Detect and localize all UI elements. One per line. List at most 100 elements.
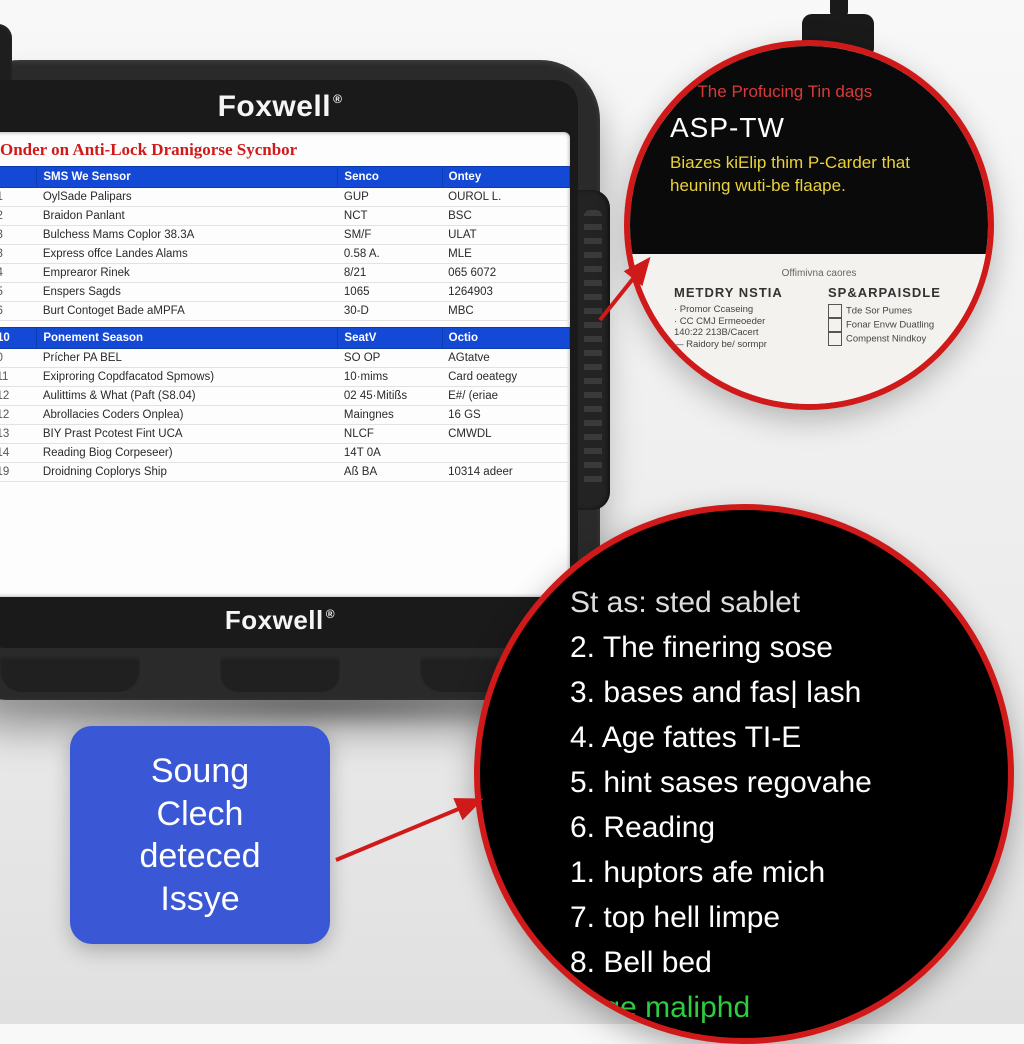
cb-list-item: 8. Bell bed: [570, 940, 978, 985]
callout-top-col-right: SP&ARPAISDLE Tde Sor PumesFonar Envw Dua…: [828, 285, 964, 352]
table-cell: Express offce Landes Alams: [37, 245, 338, 264]
table-cell: Bulchess Mams Coplor 38.3A: [37, 226, 338, 245]
table-cell: 4: [0, 264, 37, 283]
table-cell: Maingnes: [338, 406, 442, 425]
table-cell: 6: [0, 302, 37, 321]
device-grip: [576, 190, 610, 510]
table-header: SMS We Sensor: [37, 167, 338, 188]
table-row[interactable]: 13BIY Prast Pcotest Fint UCANLCFCMWDL: [0, 425, 570, 444]
table-header: Octio: [442, 328, 569, 349]
callout-top-circle: → The Profucing Tin dags ASP-TW Biazes k…: [624, 40, 994, 410]
bluebox-l3: deteced: [106, 835, 294, 878]
col-left-body: · Promor Ccaseing· CC CMJ Ermeoeder140:2…: [674, 304, 810, 352]
table-row[interactable]: 11Exiproring Copdfacatod Spmows)10·mimsC…: [0, 368, 570, 387]
table-cell: SO OP: [338, 349, 442, 368]
table-row[interactable]: 1OylSade PaliparsGUPOUROL L.: [0, 188, 570, 207]
device-feet: [0, 656, 560, 692]
table-row[interactable]: 4Emprearor Rinek8/21065 6072: [0, 264, 570, 283]
table-cell: SM/F: [338, 226, 442, 245]
brand-name-bottom: Foxwell: [225, 605, 324, 636]
table-cell: OylSade Palipars: [37, 188, 338, 207]
table-cell: BIY Prast Pcotest Fint UCA: [37, 425, 338, 444]
table-cell: Emprearor Rinek: [37, 264, 338, 283]
table-cell: E#/ (eriae: [442, 387, 569, 406]
table-cell: Exiproring Copdfacatod Spmows): [37, 368, 338, 387]
table-cell: 12: [0, 387, 37, 406]
screen-title: Onder on Anti-Lock Dranigorse Sycnbor: [0, 132, 570, 166]
table-row[interactable]: 19Droidning Coplorys ShipAß BA10314 adee…: [0, 463, 570, 482]
table-cell: 0.58 A.: [338, 245, 442, 264]
table-row[interactable]: 2Braidon PanlantNCTBSC: [0, 207, 570, 226]
table-cell: MLE: [442, 245, 569, 264]
table-header: 10: [0, 328, 37, 349]
callout-top-line1-text: The Profucing Tin dags: [697, 82, 872, 101]
callout-bottom-list: St as: sted sablet 2. The finering sose3…: [570, 580, 978, 1030]
brand-logo-top: Foxwell ®: [218, 86, 343, 132]
device-bezel: Foxwell ® Onder on Anti-Lock Dranigorse …: [0, 80, 578, 648]
table-cell: 0: [0, 349, 37, 368]
table-cell: NLCF: [338, 425, 442, 444]
table-cell: CMWDL: [442, 425, 569, 444]
table-cell: 19: [0, 463, 37, 482]
table-header: SeatV: [338, 328, 442, 349]
table-cell: 12: [0, 406, 37, 425]
table-row[interactable]: 5Enspers Sagds10651264903: [0, 283, 570, 302]
table-cell: 3: [0, 245, 37, 264]
table-row[interactable]: 3Express offce Landes Alams0.58 A.MLE: [0, 245, 570, 264]
table-cell: 16 GS: [442, 406, 569, 425]
table-cell: ULAT: [442, 226, 569, 245]
table-cell: Braidon Panlant: [37, 207, 338, 226]
table-cell: Card oeategy: [442, 368, 569, 387]
callout-bottom-circle: St as: sted sablet 2. The finering sose3…: [474, 504, 1014, 1044]
table-cell: 1065: [338, 283, 442, 302]
table-cell: 5: [0, 283, 37, 302]
diagnostic-table-1: SMS We SensorSencoOntey 1OylSade Palipar…: [0, 166, 570, 321]
table-header: Ontey: [442, 167, 569, 188]
table-cell: 065 6072: [442, 264, 569, 283]
col-right-title: SP&ARPAISDLE: [828, 285, 964, 300]
callout-top-col-left: METDRY NSTIA · Promor Ccaseing· CC CMJ E…: [674, 285, 810, 352]
table-cell: Abrollacies Coders Onplea): [37, 406, 338, 425]
table-header: Senco: [338, 167, 442, 188]
table-cell: 13: [0, 425, 37, 444]
table-cell: 30-D: [338, 302, 442, 321]
table-cell: 8/21: [338, 264, 442, 283]
brand-logo-bottom: Foxwell ®: [225, 597, 335, 638]
cb-list-item: 2. The finering sose: [570, 625, 978, 670]
cb-list-item: 1. huptors afe mich: [570, 850, 978, 895]
brand-registered-bottom: ®: [326, 607, 335, 621]
table-cell: [442, 444, 569, 463]
table-cell: GUP: [338, 188, 442, 207]
bluebox-l4: Issye: [106, 878, 294, 921]
table-cell: Burt Contoget Bade aMPFA: [37, 302, 338, 321]
table-row[interactable]: 14Reading Biog Corpeseer)14T 0A: [0, 444, 570, 463]
cb-list-item: 7. top hell limpe: [570, 895, 978, 940]
table-header: [0, 167, 37, 188]
table-row[interactable]: 12Abrollacies Coders Onplea)Maingnes16 G…: [0, 406, 570, 425]
callout-top-dark-panel: → The Profucing Tin dags ASP-TW Biazes k…: [630, 46, 988, 254]
table-cell: MBC: [442, 302, 569, 321]
table-cell: 2: [0, 207, 37, 226]
table-cell: 3: [0, 226, 37, 245]
callout-top-code: ASP-TW: [670, 112, 960, 144]
cb-list-item: 5. hint sases regovahe: [570, 760, 978, 805]
device-screen[interactable]: Onder on Anti-Lock Dranigorse Sycnbor SM…: [0, 132, 570, 597]
arrow-to-bottom-callout: [336, 800, 480, 860]
table-row[interactable]: 0Prícher PA BELSO OPAGtatve: [0, 349, 570, 368]
table-cell: 14: [0, 444, 37, 463]
table-row[interactable]: 6Burt Contoget Bade aMPFA30-DMBC: [0, 302, 570, 321]
cb-partial-bottom: boge maliphd: [570, 985, 978, 1030]
brand-name: Foxwell: [218, 90, 332, 124]
table-row[interactable]: 3Bulchess Mams Coplor 38.3ASM/FULAT: [0, 226, 570, 245]
arrow-right-icon: →: [670, 82, 687, 101]
callout-top-light-panel: Offimivna caores METDRY NSTIA · Promor C…: [630, 254, 988, 404]
col-right-body: Tde Sor PumesFonar Envw DuatlingCompenst…: [828, 304, 964, 346]
bluebox-l1: Soung: [106, 750, 294, 793]
table-row[interactable]: 12Aulittims & What (Paft (S8.04)02 45·Mi…: [0, 387, 570, 406]
table-cell: 1: [0, 188, 37, 207]
summary-label-box: Soung Clech deteced Issye: [70, 726, 330, 944]
table-cell: Aß BA: [338, 463, 442, 482]
table-cell: AGtatve: [442, 349, 569, 368]
diagnostic-table-2: 10Ponement SeasonSeatVOctio 0Prícher PA …: [0, 327, 570, 482]
callout-top-smallcap: Offimivna caores: [674, 268, 964, 279]
